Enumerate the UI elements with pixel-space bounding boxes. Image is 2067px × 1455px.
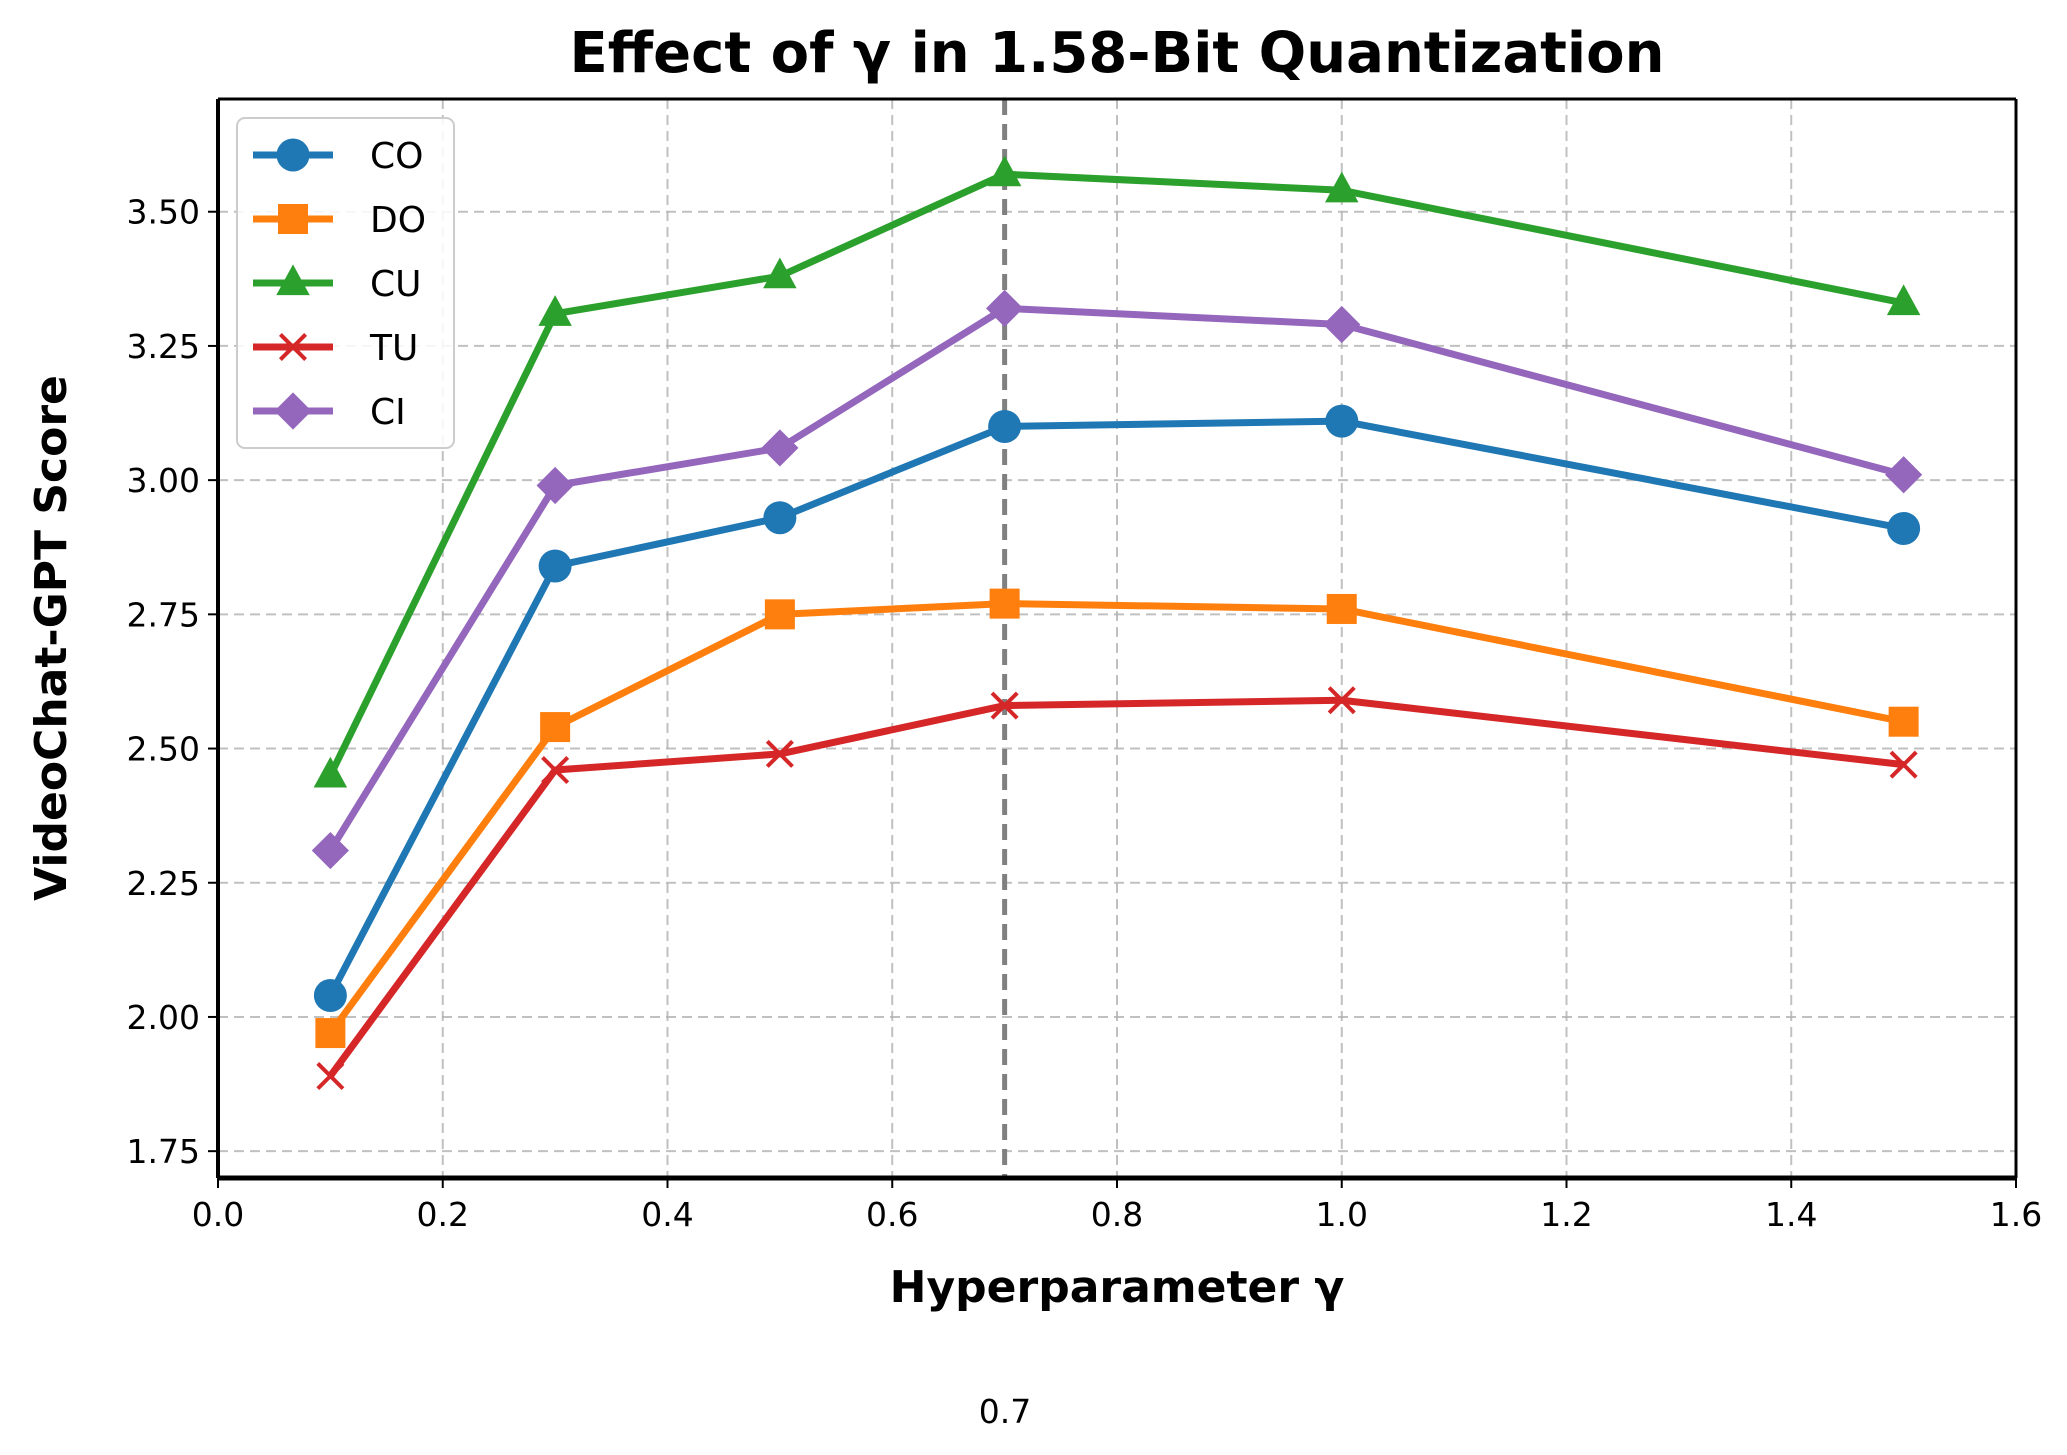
series-group: [311, 155, 1923, 1091]
ticks: 0.0 0.2 0.4 0.6 0.8 1.0 1.2 1.4 1.6 1.75 2.00 2.25 2…: [127, 193, 2043, 1234]
data-point: [538, 295, 572, 326]
data-point: [278, 204, 308, 234]
legend-label: CU: [370, 264, 422, 305]
x-tick-label: 0.2: [417, 1195, 469, 1234]
legend-label: TU: [369, 328, 418, 369]
data-point: [276, 138, 310, 172]
legend-item-ci: CI: [253, 392, 406, 433]
y-tick-label: 2.25: [127, 864, 200, 903]
data-point: [1888, 706, 1919, 737]
legend-label: CO: [370, 136, 423, 177]
x-tick-label: 1.2: [1540, 1195, 1592, 1234]
legend-label: CI: [370, 392, 406, 433]
data-point: [1887, 511, 1921, 545]
data-point: [311, 831, 349, 870]
data-point: [313, 978, 347, 1012]
x-tick-label: 0.6: [866, 1195, 918, 1234]
series-co: [313, 404, 1921, 1012]
y-tick-label: 3.50: [127, 193, 200, 232]
legend-item-tu: TU: [253, 328, 418, 369]
x-tick-label: 0.8: [1091, 1195, 1143, 1234]
legend: CO DO CU TU CI: [236, 117, 455, 449]
legend-item-co: CO: [253, 136, 423, 177]
data-point: [315, 1018, 346, 1049]
data-point: [987, 155, 1022, 187]
data-point: [988, 409, 1022, 443]
y-tick-label: 2.75: [127, 595, 200, 634]
data-point: [1885, 456, 1923, 494]
y-tick-label: 3.25: [127, 327, 200, 366]
data-point: [313, 756, 348, 788]
data-point: [316, 1061, 345, 1091]
data-point: [764, 599, 795, 630]
data-point: [990, 691, 1019, 720]
chart-title: Effect of γ in 1.58-Bit Quantization: [570, 21, 1665, 86]
x-tick-label: 1.0: [1316, 1195, 1368, 1234]
data-point: [538, 549, 572, 583]
legend-label: DO: [370, 200, 426, 241]
series-cu: [313, 155, 1921, 788]
y-tick-label: 1.75: [127, 1132, 200, 1171]
series-line: [327, 304, 1905, 853]
reference-line-label: 0.7: [979, 1392, 1031, 1431]
data-point: [1323, 305, 1361, 344]
data-point: [765, 739, 794, 768]
data-point: [761, 429, 799, 467]
data-point: [1326, 593, 1357, 624]
x-tick-label: 1.6: [1990, 1195, 2042, 1234]
data-point: [541, 756, 570, 785]
y-tick-label: 3.00: [127, 461, 200, 500]
x-tick-label: 0.4: [641, 1195, 693, 1234]
legend-frame: [236, 117, 455, 449]
data-point: [986, 289, 1024, 327]
data-point: [763, 501, 797, 535]
data-point: [536, 466, 574, 505]
legend-item-do: DO: [253, 200, 426, 241]
data-point: [540, 712, 571, 743]
data-point: [1325, 404, 1359, 438]
data-point: [989, 588, 1020, 619]
series-line: [327, 170, 1905, 777]
x-tick-label: 0.0: [192, 1195, 244, 1234]
series-tu: [316, 686, 1918, 1091]
grid: [218, 99, 2016, 1178]
y-axis-label: VideoChat-GPT Score: [26, 375, 77, 901]
series-ci: [311, 289, 1923, 870]
legend-item-cu: CU: [253, 264, 422, 305]
data-point: [1889, 750, 1918, 779]
series-line: [327, 600, 1905, 1036]
data-point: [1886, 284, 1921, 316]
series-do: [315, 588, 1919, 1049]
y-tick-label: 2.50: [127, 730, 200, 769]
data-point: [276, 264, 310, 296]
data-point: [763, 257, 797, 289]
data-point: [278, 332, 308, 362]
data-point: [274, 392, 312, 430]
x-tick-label: 1.4: [1765, 1195, 1817, 1234]
y-tick-label: 2.00: [127, 998, 200, 1037]
data-point: [1327, 686, 1356, 715]
data-point: [1325, 171, 1359, 203]
series-line: [327, 417, 1905, 998]
series-line: [327, 696, 1905, 1079]
x-axis-label: Hyperparameter γ: [890, 1262, 1345, 1313]
